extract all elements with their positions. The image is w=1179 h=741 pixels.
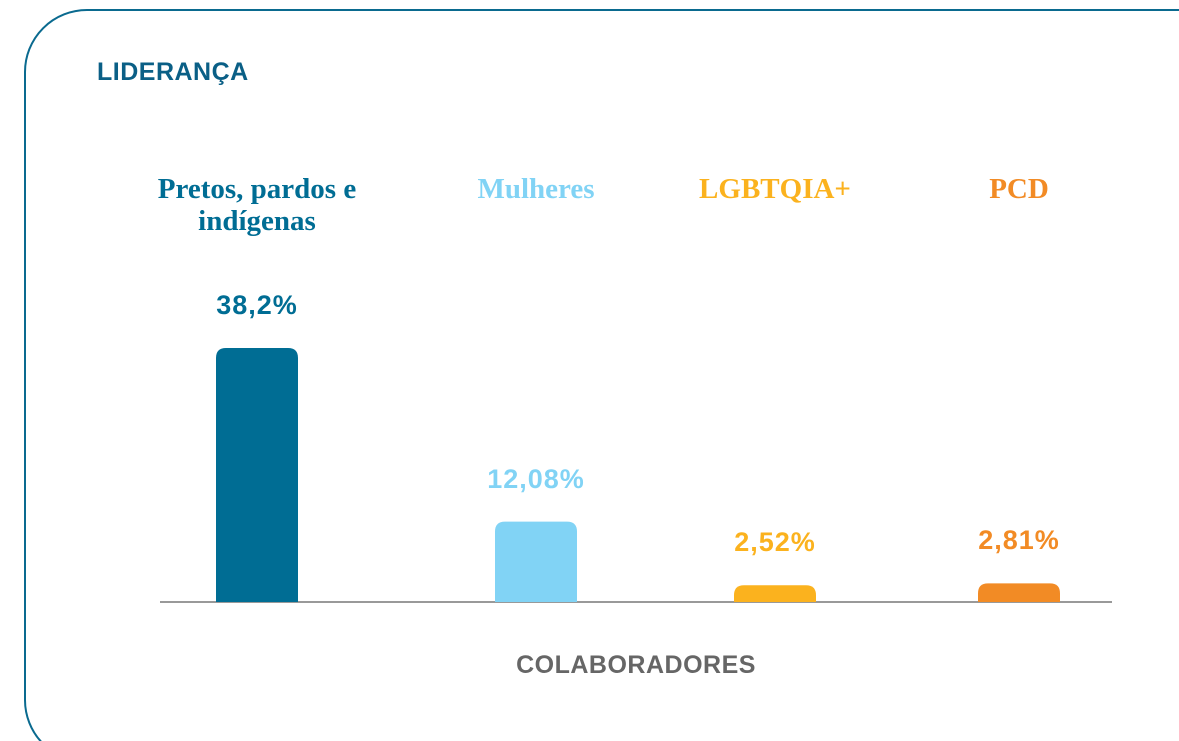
x-axis-label: COLABORADORES xyxy=(516,651,756,679)
value-label: 2,52% xyxy=(734,527,816,558)
category-label: Pretos, pardos e indígenas xyxy=(157,173,357,237)
bar xyxy=(734,585,816,602)
category-label: LGBTQIA+ xyxy=(699,173,851,205)
bar xyxy=(495,521,577,602)
bar xyxy=(216,348,298,602)
value-label: 2,81% xyxy=(978,525,1060,556)
category-label: PCD xyxy=(989,173,1049,205)
value-label: 12,08% xyxy=(487,463,585,494)
chart-title: LIDERANÇA xyxy=(97,58,249,86)
card-border xyxy=(24,9,1179,741)
category-label: Mulheres xyxy=(477,173,595,205)
bar xyxy=(978,583,1060,602)
value-label: 38,2% xyxy=(216,290,298,320)
